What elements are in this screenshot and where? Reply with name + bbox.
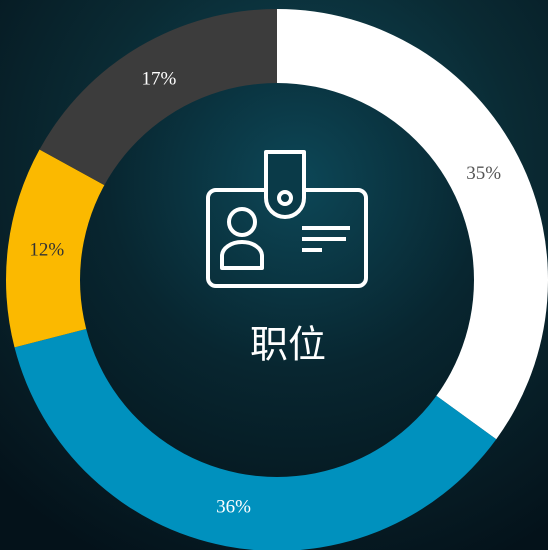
value-label: 35% <box>466 163 501 184</box>
center-label: 职位 <box>250 323 326 367</box>
donut-hole <box>80 83 474 477</box>
badge-icon <box>206 150 368 288</box>
value-label: 12% <box>29 239 64 260</box>
value-label: 36% <box>216 496 251 517</box>
value-label: 17% <box>141 69 176 90</box>
